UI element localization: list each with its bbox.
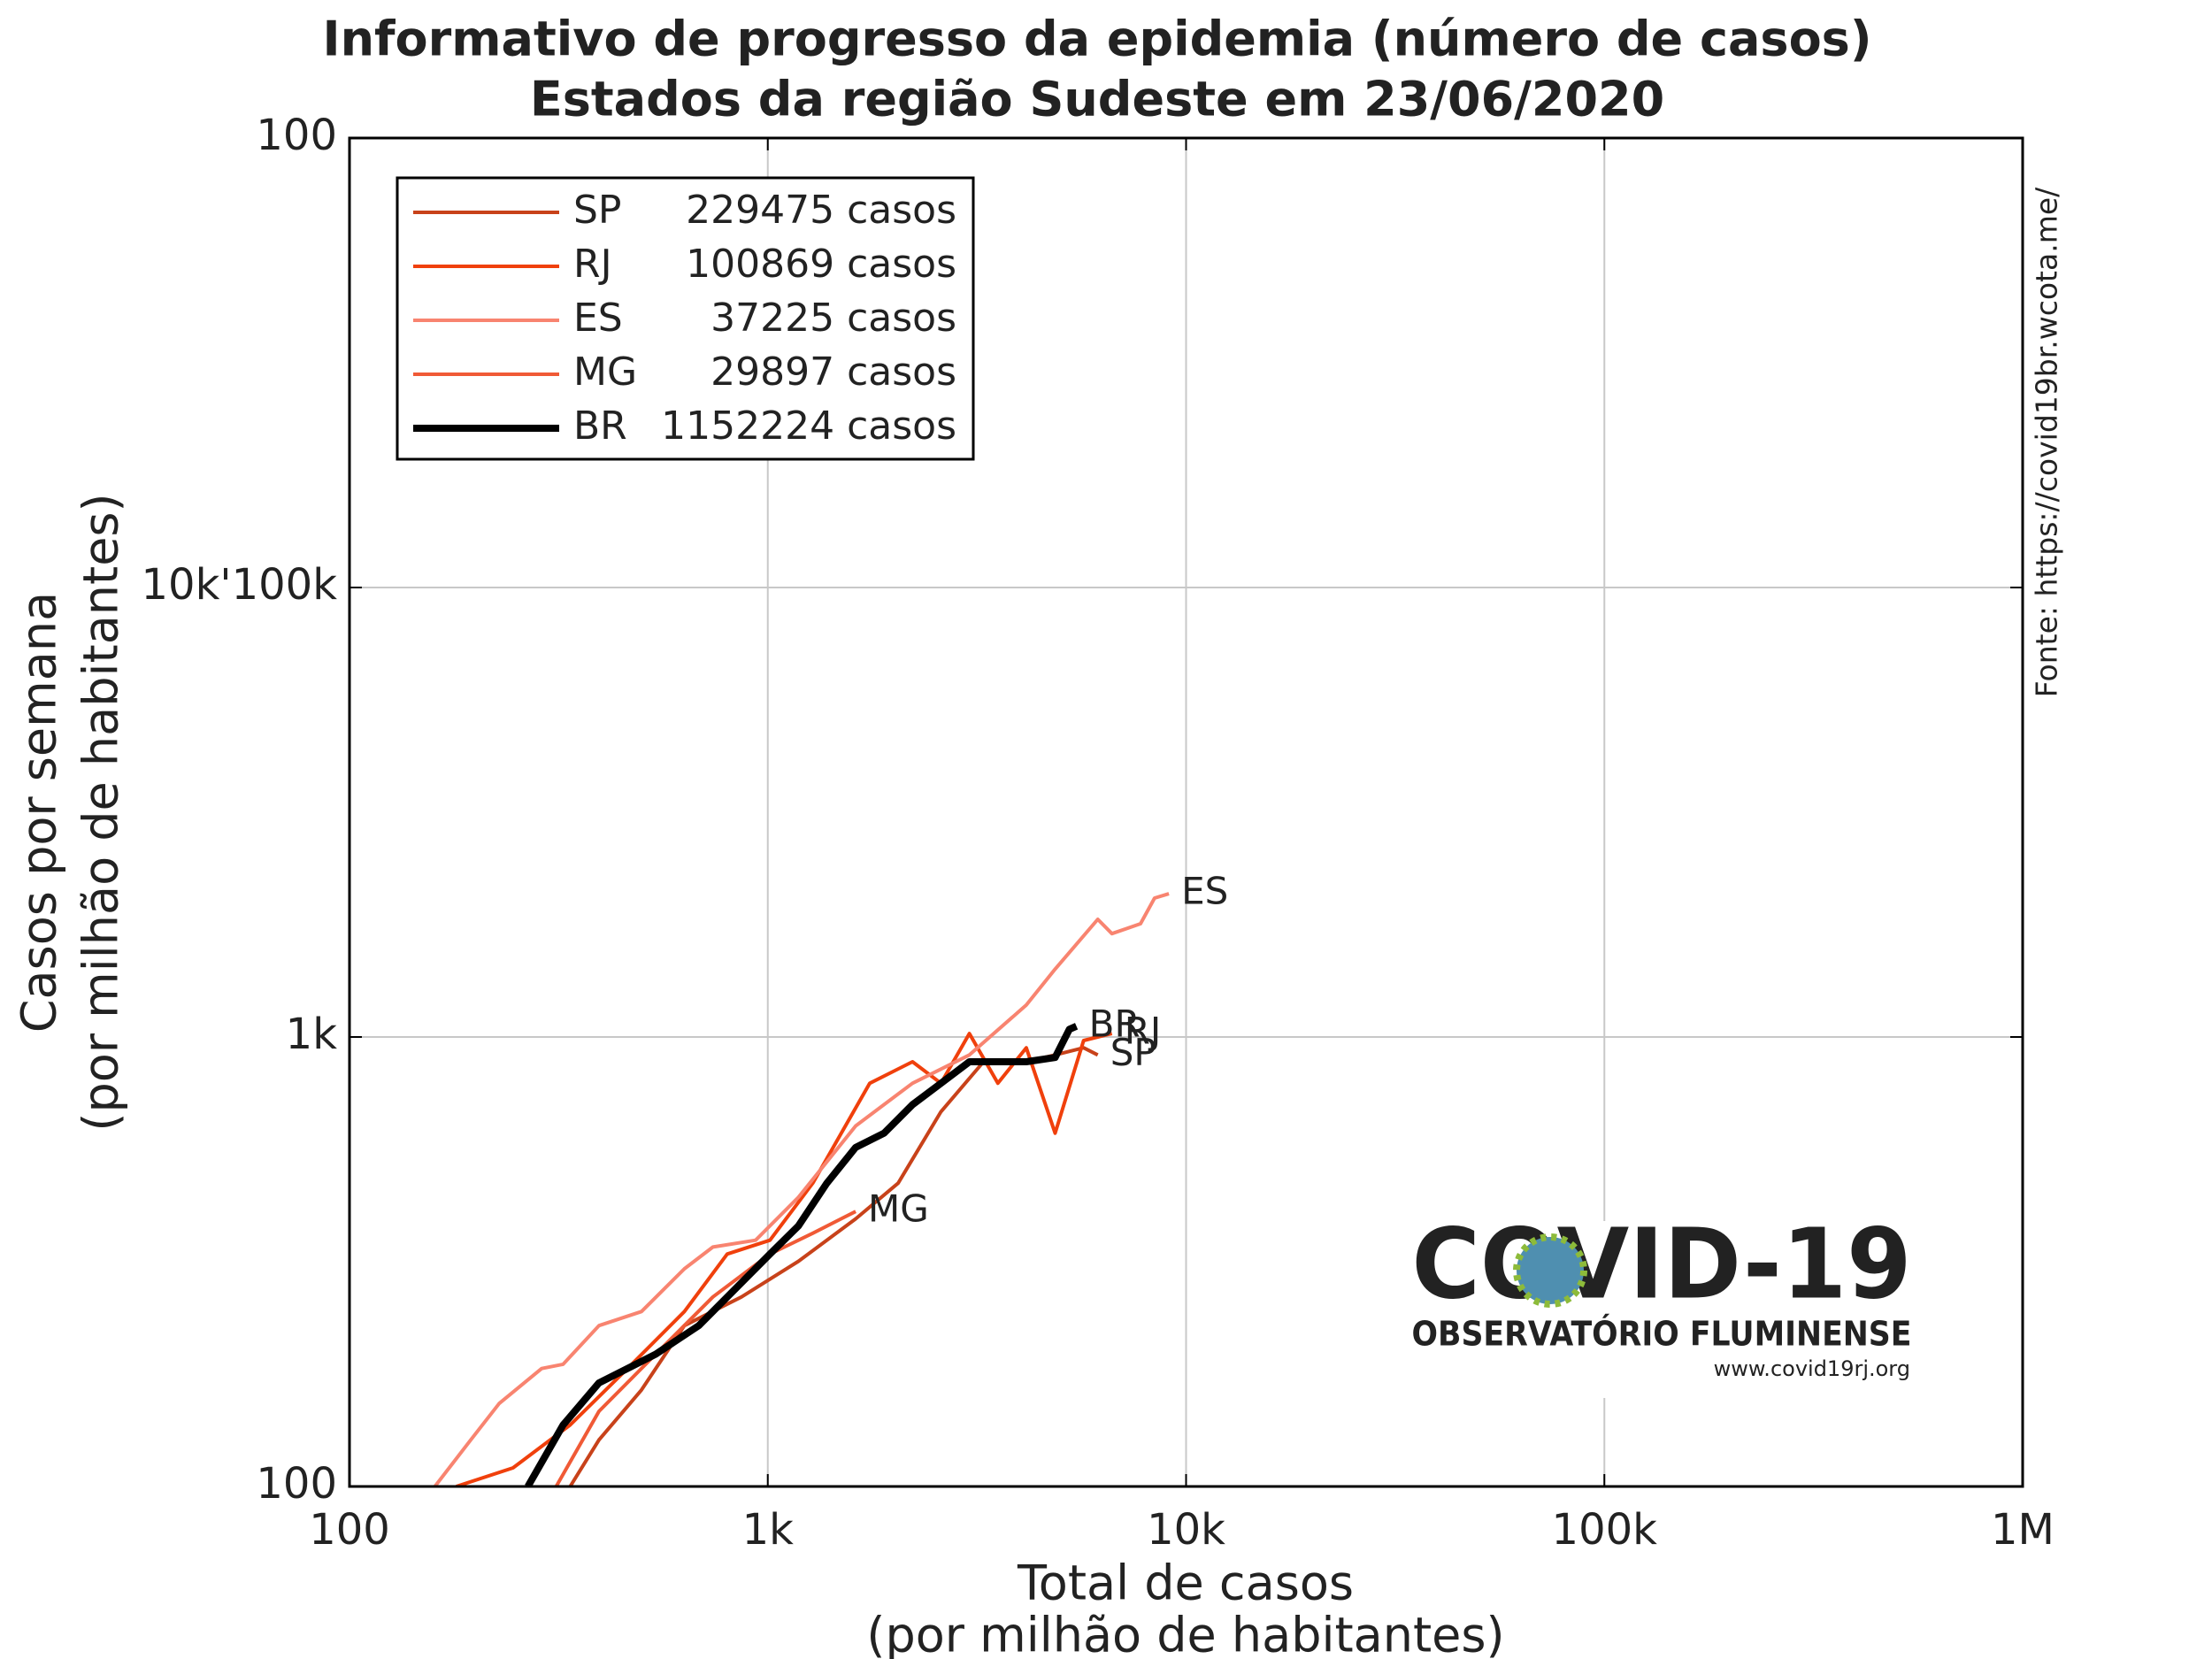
series-line bbox=[433, 892, 1170, 1486]
x-axis-label: (por milhão de habitantes) bbox=[866, 1608, 1504, 1659]
end-label: MG bbox=[868, 1187, 929, 1231]
y-tick-label: 10k'100k bbox=[142, 560, 338, 610]
legend-label: 229475 casos bbox=[686, 188, 956, 233]
source-note: Fonte: https://covid19br.wcota.me/ bbox=[2030, 187, 2064, 697]
x-tick-label: 1k bbox=[742, 1505, 795, 1555]
series-line bbox=[525, 1023, 1079, 1486]
x-tick-label: 100 bbox=[309, 1505, 390, 1555]
legend-label: 1152224 casos bbox=[661, 403, 956, 449]
legend-label: ES bbox=[573, 296, 623, 341]
end-label: BR bbox=[1089, 1002, 1141, 1045]
x-tick-label: 10k bbox=[1147, 1505, 1225, 1555]
y-tick-label: 1k bbox=[286, 1010, 338, 1059]
logo-background bbox=[1398, 1221, 1929, 1398]
x-axis-label: Total de casos bbox=[1017, 1555, 1354, 1611]
y-tick-label: 100 bbox=[256, 111, 337, 160]
x-tick-label: 100k bbox=[1552, 1505, 1658, 1555]
y-axis-label: (por milhão de habitantes) bbox=[73, 493, 129, 1131]
legend-label: 29897 casos bbox=[710, 349, 956, 395]
end-label: RJ bbox=[1125, 1010, 1162, 1053]
logo: COVID-19 OBSERVATÓRIO FLUMINENSE www.cov… bbox=[1398, 1207, 1929, 1398]
chart-subtitle: Estados da região Sudeste em 23/06/2020 bbox=[530, 72, 1664, 127]
logo-url: www.covid19rj.org bbox=[1714, 1356, 1910, 1381]
end-label: ES bbox=[1181, 870, 1228, 913]
legend-label: RJ bbox=[573, 242, 612, 287]
x-tick-label: 1M bbox=[1991, 1505, 2055, 1555]
legend-label: BR bbox=[573, 403, 627, 449]
legend-label: SP bbox=[573, 188, 621, 233]
y-tick-label: 100 bbox=[256, 1459, 337, 1509]
series-line bbox=[554, 1210, 856, 1486]
series-line bbox=[456, 1032, 1113, 1486]
end-label: SP bbox=[1110, 1031, 1156, 1074]
virus-icon bbox=[1513, 1233, 1587, 1308]
legend-label: 37225 casos bbox=[710, 296, 956, 341]
legend-label: 100869 casos bbox=[686, 242, 956, 287]
plot-frame bbox=[348, 136, 2024, 1488]
logo-title: COVID-19 bbox=[1412, 1207, 1912, 1320]
legend-label: MG bbox=[573, 349, 637, 395]
logo-subtitle: OBSERVATÓRIO FLUMINENSE bbox=[1412, 1315, 1912, 1354]
chart-title: Informativo de progresso da epidemia (nú… bbox=[323, 12, 1872, 67]
y-axis-label: Casos por semana bbox=[12, 592, 67, 1033]
